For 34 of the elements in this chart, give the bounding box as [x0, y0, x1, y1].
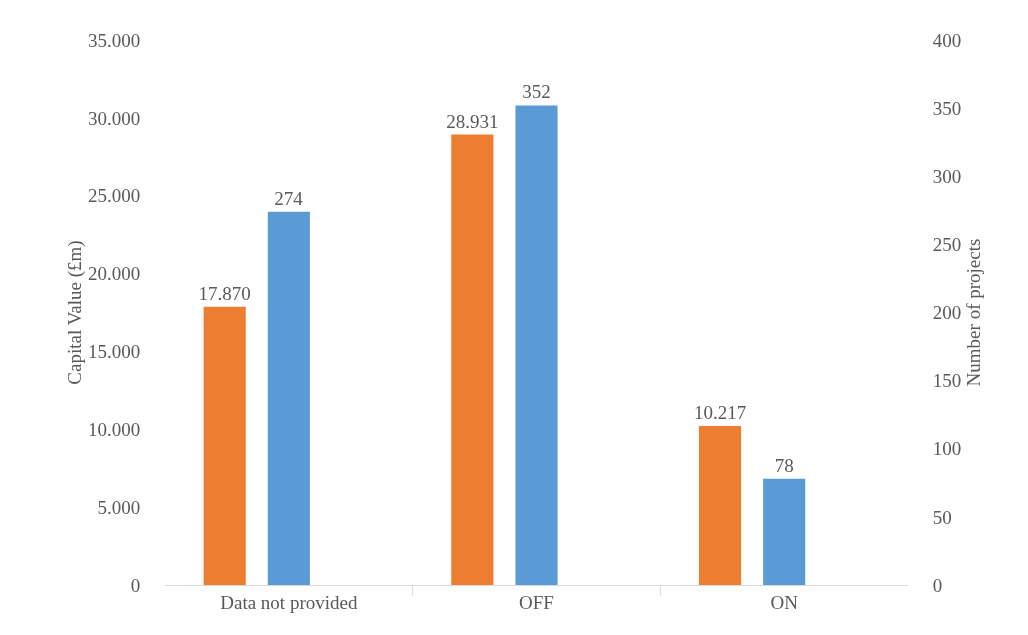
data-label: 352: [522, 81, 551, 103]
data-label: 274: [274, 187, 304, 209]
y2-tick-label: 200: [932, 302, 962, 324]
y-tick-label: 30.000: [87, 107, 141, 129]
data-label: 17.870: [198, 282, 251, 304]
y2-tick-label: 50: [932, 506, 952, 528]
x-tick-label: Data not provided: [220, 591, 358, 613]
bar: [515, 105, 558, 585]
x-tick-label: ON: [770, 591, 799, 613]
y2-tick-label: 350: [932, 97, 962, 119]
y-tick-label: 15.000: [87, 341, 141, 363]
y-axis-title: Capital Value (£m): [63, 240, 86, 385]
y-tick-label: 5.000: [97, 496, 141, 518]
data-label: 78: [774, 454, 794, 476]
y2-tick-label: 300: [932, 165, 962, 187]
y2-axis-title: Number of projects: [963, 238, 985, 387]
y2-tick-label: 250: [932, 234, 962, 256]
y2-tick-label: 0: [932, 574, 943, 596]
y2-tick-label: 100: [932, 438, 962, 460]
bar: [451, 134, 494, 585]
data-label: 28.931: [446, 110, 499, 132]
y2-tick-label: 400: [932, 29, 962, 51]
bar: [203, 306, 246, 585]
bar: [267, 211, 310, 585]
y2-tick-label: 150: [932, 370, 962, 392]
y-tick-label: 0: [130, 574, 141, 596]
x-tick-label: OFF: [519, 591, 554, 613]
y-tick-label: 25.000: [87, 185, 141, 207]
bar: [698, 425, 742, 585]
y-tick-label: 10.000: [87, 418, 141, 440]
data-label: 10.217: [693, 401, 747, 423]
bar: [763, 478, 806, 585]
y-tick-label: 20.000: [87, 263, 141, 285]
y-tick-label: 35.000: [87, 29, 141, 51]
